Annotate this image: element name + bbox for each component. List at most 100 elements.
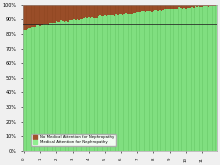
Bar [164, 5, 165, 9]
Bar [201, 5, 203, 7]
Bar [128, 5, 130, 14]
Bar [90, 5, 91, 18]
Bar [86, 18, 88, 151]
Bar [212, 6, 214, 151]
Bar [94, 18, 96, 151]
Bar [183, 8, 185, 151]
Bar [35, 5, 36, 27]
Bar [133, 13, 135, 151]
Bar [153, 5, 154, 11]
Bar [78, 20, 80, 151]
Bar [159, 10, 161, 151]
Bar [216, 5, 217, 151]
Bar [38, 25, 39, 151]
Bar [81, 19, 83, 151]
Bar [80, 19, 81, 151]
Bar [207, 7, 209, 151]
Bar [187, 8, 188, 151]
Bar [51, 23, 52, 151]
Bar [200, 7, 201, 151]
Bar [44, 5, 46, 24]
Bar [182, 9, 183, 151]
Bar [206, 5, 207, 6]
Bar [39, 26, 41, 151]
Bar [54, 5, 56, 23]
Bar [125, 5, 127, 13]
Bar [99, 5, 101, 15]
Bar [31, 27, 33, 151]
Bar [148, 5, 149, 11]
Bar [154, 5, 156, 10]
Bar [190, 8, 191, 151]
Bar [191, 7, 193, 151]
Bar [132, 5, 133, 14]
Bar [25, 30, 27, 151]
Bar [81, 5, 83, 19]
Bar [138, 5, 140, 13]
Bar [178, 5, 180, 7]
Bar [200, 5, 201, 7]
Bar [162, 5, 164, 10]
Bar [72, 20, 73, 151]
Bar [196, 7, 198, 151]
Bar [85, 5, 86, 17]
Bar [209, 5, 211, 6]
Bar [207, 5, 209, 7]
Bar [111, 5, 112, 15]
Bar [104, 5, 106, 15]
Bar [170, 5, 172, 9]
Bar [190, 5, 191, 8]
Bar [35, 27, 36, 151]
Bar [43, 24, 44, 151]
Bar [56, 21, 57, 151]
Bar [183, 5, 185, 8]
Bar [75, 20, 77, 151]
Bar [101, 16, 103, 151]
Bar [93, 18, 94, 151]
Bar [69, 20, 70, 151]
Bar [73, 19, 75, 151]
Bar [128, 14, 130, 151]
Bar [91, 17, 93, 151]
Bar [180, 8, 182, 151]
Bar [156, 5, 158, 10]
Bar [96, 5, 98, 18]
Bar [143, 5, 145, 11]
Bar [174, 5, 175, 9]
Bar [175, 5, 177, 9]
Bar [151, 5, 153, 12]
Bar [120, 14, 122, 151]
Bar [188, 5, 190, 8]
Bar [165, 5, 167, 9]
Bar [43, 5, 44, 24]
Bar [198, 5, 200, 6]
Bar [178, 7, 180, 151]
Bar [193, 5, 195, 8]
Bar [109, 15, 111, 151]
Bar [135, 5, 136, 13]
Bar [175, 9, 177, 151]
Bar [85, 17, 86, 151]
Bar [204, 5, 206, 6]
Bar [133, 5, 135, 13]
Bar [88, 17, 90, 151]
Bar [41, 25, 43, 151]
Bar [141, 5, 143, 11]
Bar [143, 11, 145, 151]
Bar [99, 15, 101, 151]
Bar [127, 14, 128, 151]
Bar [161, 11, 162, 151]
Bar [114, 5, 116, 16]
Bar [167, 5, 169, 9]
Bar [177, 5, 178, 9]
Bar [30, 28, 31, 151]
Bar [114, 16, 116, 151]
Bar [25, 5, 27, 30]
Bar [52, 5, 54, 23]
Bar [28, 28, 30, 151]
Bar [182, 5, 183, 9]
Bar [138, 13, 140, 151]
Bar [111, 15, 112, 151]
Bar [196, 5, 198, 7]
Bar [70, 5, 72, 20]
